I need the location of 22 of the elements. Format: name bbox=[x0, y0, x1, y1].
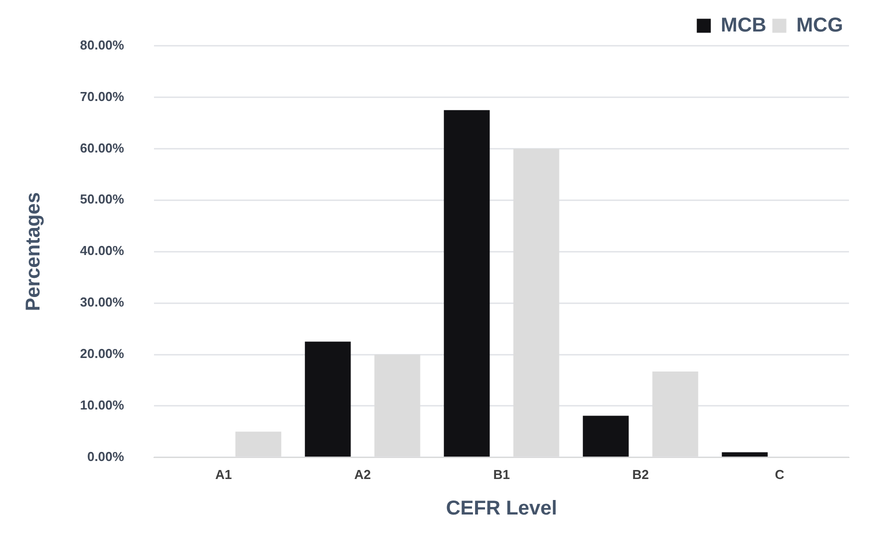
y-tick-label: 10.00% bbox=[80, 398, 125, 413]
y-tick-label: 70.00% bbox=[80, 88, 125, 104]
legend-label: MCB bbox=[720, 14, 766, 36]
y-tick-label: 50.00% bbox=[80, 192, 125, 207]
y-tick-label: 0.00% bbox=[87, 448, 125, 464]
y-tick-label: 80.00% bbox=[80, 37, 125, 52]
y-axis-title: Percentages bbox=[22, 192, 45, 312]
x-tick-label: A1 bbox=[215, 466, 232, 482]
legend-label: MCG bbox=[796, 14, 844, 36]
y-tick-label: 40.00% bbox=[80, 243, 125, 258]
x-tick-label: A2 bbox=[354, 466, 371, 482]
y-tick-label: 60.00% bbox=[80, 140, 125, 156]
x-tick-label: B2 bbox=[632, 466, 649, 482]
y-tick-label: 30.00% bbox=[80, 294, 125, 310]
bar bbox=[722, 452, 768, 457]
bar bbox=[444, 110, 490, 457]
x-tick-label: B1 bbox=[493, 466, 510, 482]
x-axis-title: CEFR Level bbox=[446, 498, 558, 520]
bar bbox=[304, 342, 351, 457]
y-tick-label: 20.00% bbox=[80, 346, 125, 362]
bar bbox=[582, 416, 629, 457]
x-tick-label: C bbox=[774, 466, 785, 482]
